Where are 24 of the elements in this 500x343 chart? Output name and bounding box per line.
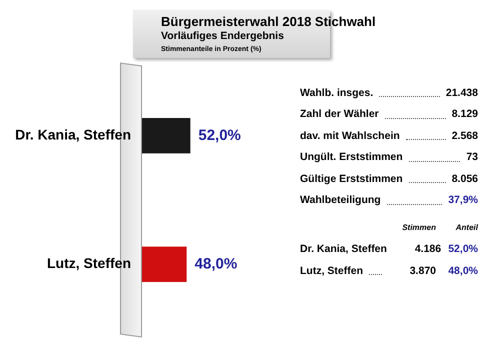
data-label: 48,0% (194, 255, 238, 272)
text: Vorläufiges Endergebnis (161, 30, 284, 42)
text: 2.568 (452, 130, 478, 142)
text: Anteil (454, 223, 478, 232)
text: Dr. Kania, Steffen (300, 243, 387, 256)
text: dav. mit Wahlschein (300, 130, 400, 142)
text: 21.438 (446, 86, 478, 99)
text: 48,0% (447, 264, 478, 277)
text: 3.870 (408, 264, 436, 277)
text: 8.056 (452, 172, 478, 185)
text: 8.129 (452, 108, 478, 120)
text: 52,0% (447, 243, 478, 256)
text: Gültige Erststimmen (300, 172, 403, 185)
text: Zahl der Wähler (300, 108, 379, 120)
text: Ungült. Erststimmen (300, 151, 403, 164)
text: Wahlbeteiligung (300, 194, 381, 206)
text: Stimmen (401, 223, 436, 232)
text: Wahlb. insges. (300, 86, 374, 99)
text: 4.186 (414, 243, 442, 256)
text: Bürgermeisterwahl 2018 Stichwahl (161, 14, 376, 29)
text: Lutz, Steffen (300, 264, 363, 277)
text: 37,9% (448, 194, 478, 206)
data-label: 52,0% (198, 126, 241, 144)
text: 73 (466, 151, 478, 164)
